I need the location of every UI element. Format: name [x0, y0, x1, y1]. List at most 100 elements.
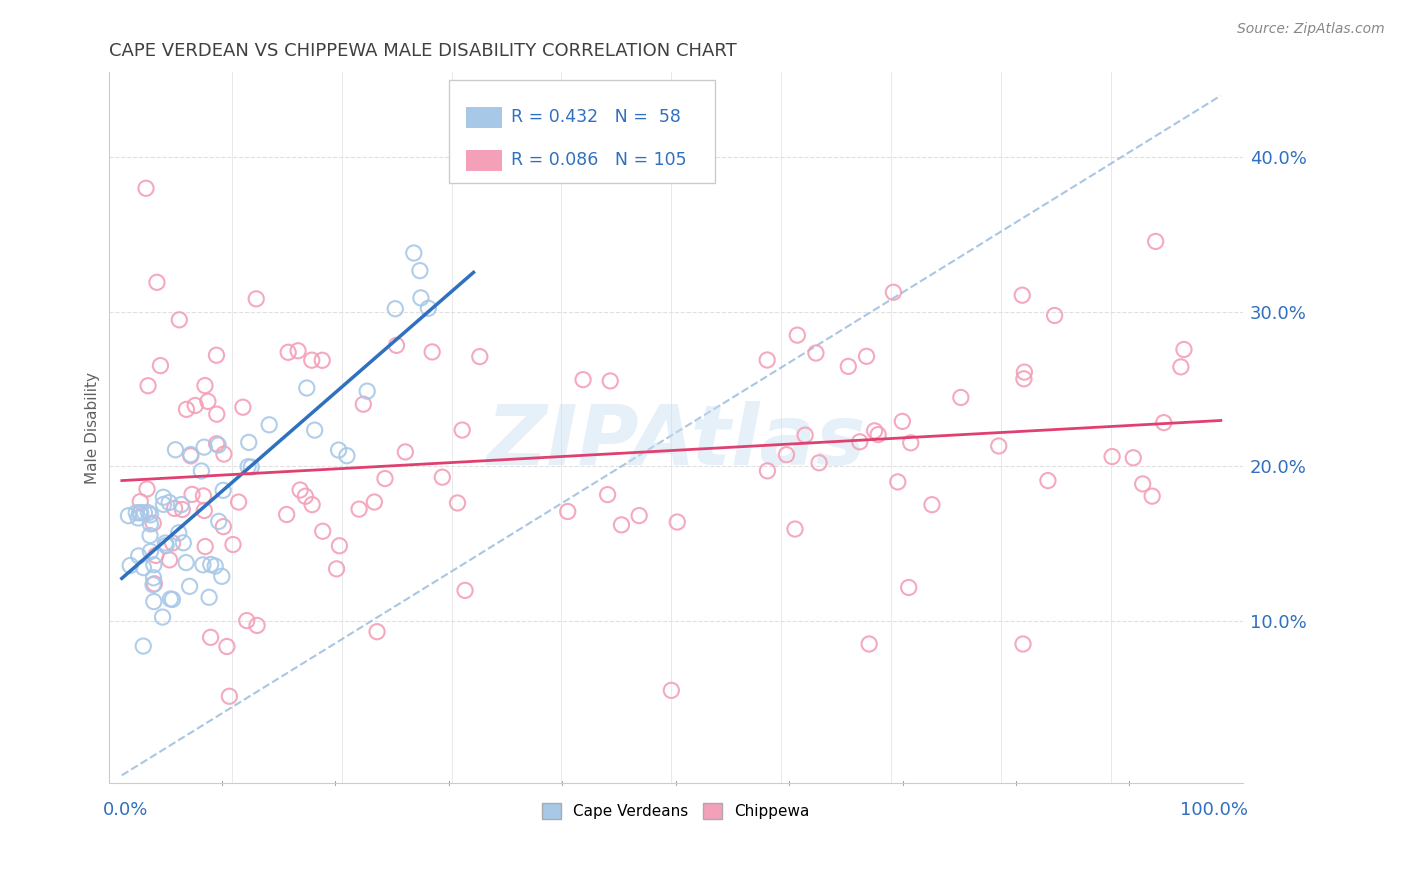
- Point: [228, 495, 250, 509]
- Point: [218, 690, 240, 704]
- Point: [257, 417, 280, 432]
- Point: [328, 443, 350, 458]
- Point: [1173, 343, 1195, 357]
- Point: [149, 359, 172, 373]
- Point: [882, 285, 904, 300]
- FancyBboxPatch shape: [465, 107, 502, 128]
- Point: [1012, 372, 1035, 386]
- FancyBboxPatch shape: [465, 150, 502, 171]
- Point: [152, 610, 174, 624]
- Text: CAPE VERDEAN VS CHIPPEWA MALE DISABILITY CORRELATION CHART: CAPE VERDEAN VS CHIPPEWA MALE DISABILITY…: [108, 42, 737, 60]
- Point: [120, 558, 142, 573]
- Point: [174, 556, 197, 570]
- Point: [145, 549, 167, 563]
- Point: [446, 496, 468, 510]
- Point: [1170, 359, 1192, 374]
- Point: [301, 353, 323, 368]
- Point: [193, 440, 215, 454]
- Point: [212, 447, 235, 461]
- Point: [200, 558, 222, 572]
- Point: [136, 378, 159, 392]
- Point: [783, 522, 806, 536]
- Point: [155, 539, 177, 553]
- Point: [855, 349, 877, 363]
- Point: [295, 381, 318, 395]
- Point: [596, 488, 619, 502]
- Point: [204, 559, 226, 574]
- Point: [328, 539, 350, 553]
- Point: [294, 489, 316, 503]
- Point: [858, 637, 880, 651]
- Point: [1043, 309, 1066, 323]
- Point: [366, 624, 388, 639]
- Point: [409, 291, 432, 305]
- Point: [194, 378, 217, 392]
- Point: [1012, 637, 1035, 651]
- Point: [418, 301, 440, 316]
- Point: [132, 639, 155, 653]
- Point: [205, 407, 228, 421]
- Point: [900, 435, 922, 450]
- Point: [312, 524, 335, 539]
- Point: [863, 424, 886, 438]
- Point: [139, 516, 162, 531]
- Point: [432, 470, 454, 484]
- Point: [129, 506, 152, 520]
- Point: [184, 399, 207, 413]
- Point: [162, 536, 184, 550]
- Point: [167, 525, 190, 540]
- Point: [808, 456, 831, 470]
- Point: [139, 528, 162, 542]
- Point: [194, 540, 217, 554]
- Point: [848, 434, 870, 449]
- Point: [1014, 365, 1036, 379]
- Point: [347, 502, 370, 516]
- Point: [325, 562, 347, 576]
- Point: [170, 498, 193, 512]
- Point: [152, 490, 174, 504]
- Point: [311, 353, 333, 368]
- Point: [176, 402, 198, 417]
- Point: [794, 428, 817, 442]
- Text: R = 0.086   N = 105: R = 0.086 N = 105: [512, 152, 688, 169]
- Point: [198, 591, 221, 605]
- Point: [146, 275, 169, 289]
- Text: Source: ZipAtlas.com: Source: ZipAtlas.com: [1237, 22, 1385, 37]
- Point: [172, 535, 194, 549]
- Point: [197, 394, 219, 409]
- Point: [181, 487, 204, 501]
- Point: [139, 508, 162, 522]
- Point: [409, 263, 432, 277]
- Point: [1101, 450, 1123, 464]
- Point: [163, 501, 186, 516]
- Point: [212, 483, 235, 498]
- Point: [277, 345, 299, 359]
- Point: [169, 313, 191, 327]
- Point: [128, 506, 150, 520]
- Text: R = 0.432   N =  58: R = 0.432 N = 58: [512, 108, 681, 127]
- Point: [212, 519, 235, 533]
- Point: [125, 506, 148, 520]
- Point: [451, 423, 474, 437]
- Text: 0.0%: 0.0%: [103, 801, 149, 819]
- Point: [363, 495, 385, 509]
- Point: [775, 448, 797, 462]
- Point: [179, 579, 201, 593]
- Point: [205, 437, 228, 451]
- Point: [240, 460, 263, 475]
- Point: [1036, 474, 1059, 488]
- Point: [155, 536, 177, 550]
- Point: [1011, 288, 1033, 302]
- Point: [868, 427, 890, 442]
- Point: [142, 571, 165, 585]
- Point: [384, 301, 406, 316]
- Point: [139, 544, 162, 558]
- Point: [236, 459, 259, 474]
- Point: [162, 592, 184, 607]
- FancyBboxPatch shape: [449, 79, 716, 183]
- Text: 100.0%: 100.0%: [1181, 801, 1249, 819]
- Point: [245, 292, 267, 306]
- Point: [135, 181, 157, 195]
- Point: [659, 683, 682, 698]
- Point: [136, 506, 159, 520]
